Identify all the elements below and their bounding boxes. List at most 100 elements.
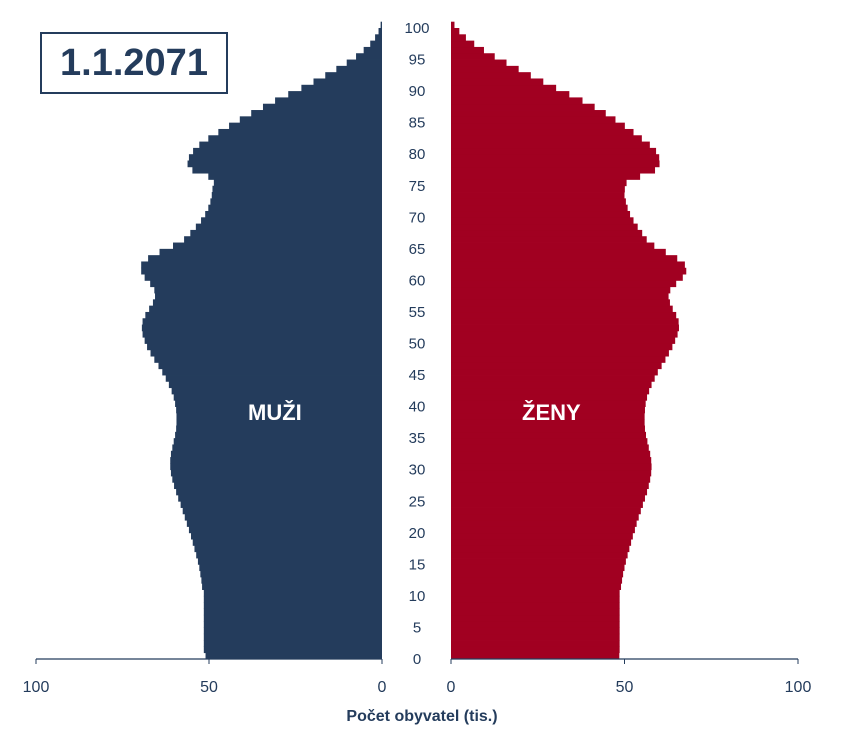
female-bar-age-35 xyxy=(451,431,647,439)
male-bar-age-31 xyxy=(170,457,382,464)
age-tick-label: 70 xyxy=(409,209,426,226)
male-bar-age-21 xyxy=(186,520,382,527)
female-bar-age-20 xyxy=(451,526,635,534)
male-bar-age-8 xyxy=(203,602,382,609)
female-bar-age-22 xyxy=(451,513,639,521)
female-bar-age-23 xyxy=(451,507,641,515)
male-bar-age-99 xyxy=(378,28,382,35)
male-bar-age-39 xyxy=(176,406,382,414)
female-bar-age-94 xyxy=(451,59,507,67)
female-bar-age-29 xyxy=(451,469,652,477)
male-bar-age-49 xyxy=(147,343,382,351)
female-bar-age-9 xyxy=(451,595,620,603)
male-bar-age-55 xyxy=(149,305,382,313)
female-bar-age-26 xyxy=(451,488,648,496)
female-bar-age-64 xyxy=(451,248,666,256)
female-bar-age-56 xyxy=(451,299,670,307)
male-bar-age-35 xyxy=(175,431,382,439)
male-bar-age-80 xyxy=(193,147,382,155)
male-bar-age-87 xyxy=(262,103,382,111)
male-bar-age-58 xyxy=(154,286,382,294)
female-bar-age-92 xyxy=(451,72,531,79)
male-bar-age-71 xyxy=(208,204,382,212)
female-bar-age-15 xyxy=(451,558,626,565)
age-tick-label: 50 xyxy=(409,336,426,353)
female-bar-age-88 xyxy=(451,97,583,105)
male-bar-age-97 xyxy=(370,40,382,48)
female-bar-age-85 xyxy=(451,116,616,124)
male-bar-age-73 xyxy=(211,192,382,199)
male-bar-age-85 xyxy=(239,116,382,124)
male-bar-age-65 xyxy=(173,242,382,250)
male-bar-age-64 xyxy=(159,248,382,256)
female-bar-age-67 xyxy=(451,229,643,237)
male-bar-age-66 xyxy=(184,236,382,243)
male-bar-age-48 xyxy=(150,349,382,357)
male-bar-age-57 xyxy=(155,293,382,300)
male-bar-age-38 xyxy=(176,412,382,420)
male-bar-age-32 xyxy=(170,450,382,458)
male-bar-age-20 xyxy=(188,526,382,534)
male-bar-age-12 xyxy=(201,576,382,584)
age-tick-label: 85 xyxy=(409,115,426,132)
male-bar-age-13 xyxy=(200,570,382,578)
male-bar-age-59 xyxy=(150,280,382,288)
age-tick-label: 30 xyxy=(409,462,426,479)
male-bar-age-25 xyxy=(178,494,382,502)
female-bar-age-91 xyxy=(451,78,544,86)
female-bar-age-28 xyxy=(451,476,651,483)
date-box: 1.1.2071 xyxy=(40,32,228,94)
male-bars xyxy=(141,21,382,660)
female-bar-age-78 xyxy=(451,160,660,168)
male-bar-age-83 xyxy=(218,128,382,136)
female-bar-age-25 xyxy=(451,494,645,502)
female-bar-age-69 xyxy=(451,217,634,225)
male-bar-age-72 xyxy=(210,198,382,206)
age-tick-label: 90 xyxy=(409,83,426,100)
male-bar-age-41 xyxy=(173,393,382,401)
female-bar-age-0 xyxy=(451,652,620,660)
female-bar-age-72 xyxy=(451,198,626,206)
male-bar-age-84 xyxy=(229,122,382,130)
female-bar-age-79 xyxy=(451,154,660,161)
male-bar-age-51 xyxy=(142,330,382,338)
male-bar-age-96 xyxy=(363,46,382,54)
female-bar-age-75 xyxy=(451,179,627,187)
male-bar-age-17 xyxy=(194,545,382,553)
x-tick-label-male: 50 xyxy=(200,679,218,696)
female-bar-age-36 xyxy=(451,425,645,433)
female-bar-age-49 xyxy=(451,343,673,351)
female-bar-age-89 xyxy=(451,91,570,98)
age-tick-label: 35 xyxy=(409,430,426,447)
female-bar-age-81 xyxy=(451,141,650,149)
male-bar-age-10 xyxy=(203,589,382,597)
female-bar-age-48 xyxy=(451,349,669,357)
male-bar-age-43 xyxy=(168,381,382,389)
female-bar-age-87 xyxy=(451,103,595,111)
male-bar-age-19 xyxy=(191,532,382,540)
female-bar-age-46 xyxy=(451,362,662,370)
male-bar-age-37 xyxy=(176,419,382,426)
male-bar-age-4 xyxy=(203,627,382,635)
female-bar-age-6 xyxy=(451,614,620,622)
male-bar-age-11 xyxy=(202,583,382,590)
female-bar-age-77 xyxy=(451,166,656,174)
male-bar-age-36 xyxy=(176,425,382,433)
x-tick-label-male: 100 xyxy=(23,679,50,696)
female-bar-age-14 xyxy=(451,564,625,572)
male-bar-age-92 xyxy=(325,72,382,79)
age-tick-label: 95 xyxy=(409,52,426,69)
age-tick-label: 25 xyxy=(409,493,426,510)
male-bar-age-62 xyxy=(141,261,382,269)
male-bar-age-26 xyxy=(176,488,382,496)
male-bar-age-33 xyxy=(172,444,382,452)
male-bar-age-9 xyxy=(203,595,382,603)
female-bar-age-90 xyxy=(451,84,557,92)
male-bar-age-90 xyxy=(301,84,382,92)
female-bar-age-12 xyxy=(451,576,623,584)
female-bar-age-68 xyxy=(451,223,638,231)
age-tick-label: 0 xyxy=(413,651,421,668)
female-bar-age-53 xyxy=(451,318,679,325)
female-bar-age-60 xyxy=(451,274,683,281)
female-bar-age-11 xyxy=(451,583,622,590)
